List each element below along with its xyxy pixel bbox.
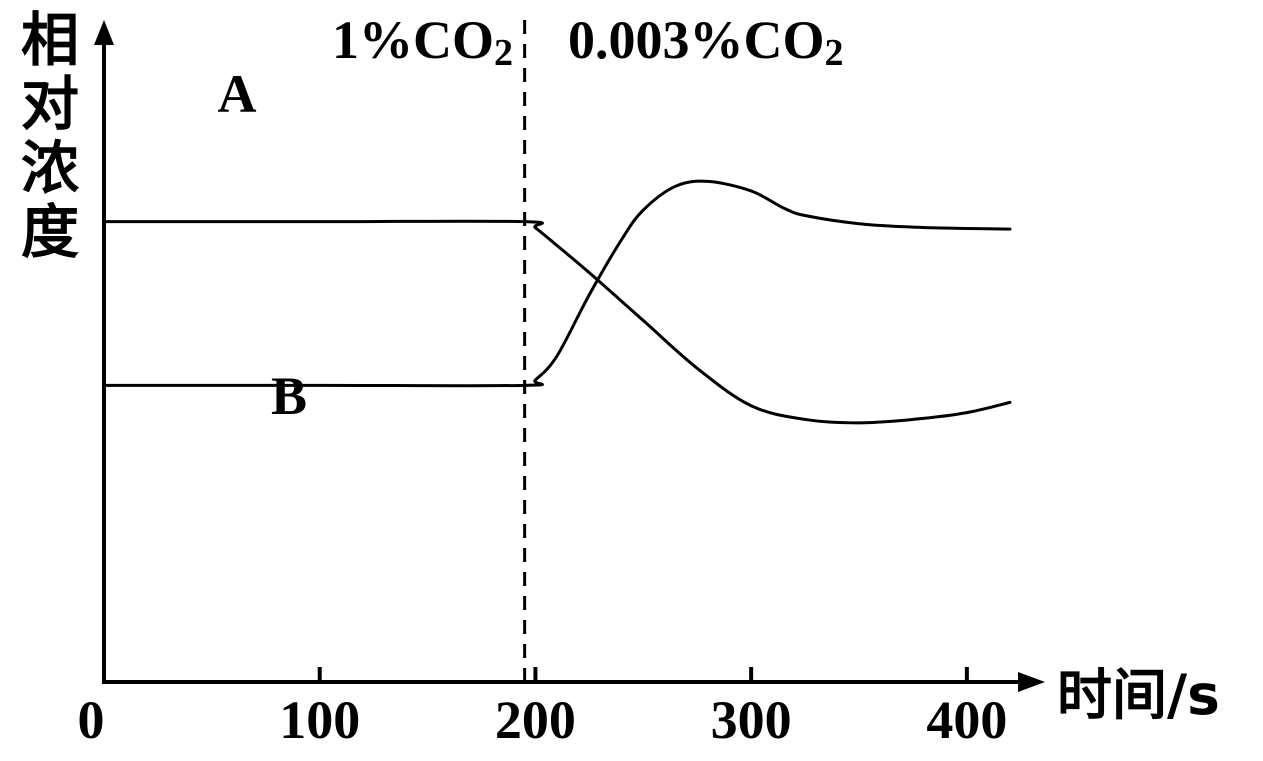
series-label-b: B xyxy=(271,366,307,426)
series-line-b xyxy=(102,179,1012,388)
x-tick-label: 0 xyxy=(78,690,105,750)
y-axis-label: 相对浓度 xyxy=(21,6,80,266)
x-axis-label: 时间/s xyxy=(1057,663,1220,727)
x-tick-label: 300 xyxy=(711,690,792,750)
region-label-low-co2-main: 0.003%CO xyxy=(568,10,825,70)
x-tick-label: 400 xyxy=(926,690,1007,750)
region-label-high-co2: 1%CO2 xyxy=(332,10,513,74)
tick-layer: 0 100 200 300 400 xyxy=(78,667,1007,750)
x-axis-arrow xyxy=(1018,672,1045,692)
series-layer xyxy=(102,179,1012,425)
y-axis-label-char: 相 xyxy=(21,6,79,74)
region-label-low-co2: 0.003%CO2 xyxy=(568,10,844,74)
y-axis-arrow xyxy=(94,20,114,45)
y-axis-label-char: 对 xyxy=(21,70,79,138)
y-axis-label-char: 浓 xyxy=(21,134,80,202)
x-tick-label: 100 xyxy=(279,690,360,750)
region-label-high-co2-main: 1%CO xyxy=(332,10,494,70)
region-label-high-co2-sub: 2 xyxy=(494,32,513,74)
series-label-a: A xyxy=(218,64,257,124)
region-label-low-co2-sub: 2 xyxy=(825,32,844,74)
y-axis-label-char: 度 xyxy=(21,198,79,266)
series-line-a xyxy=(102,219,1012,425)
x-tick-label: 200 xyxy=(495,690,576,750)
